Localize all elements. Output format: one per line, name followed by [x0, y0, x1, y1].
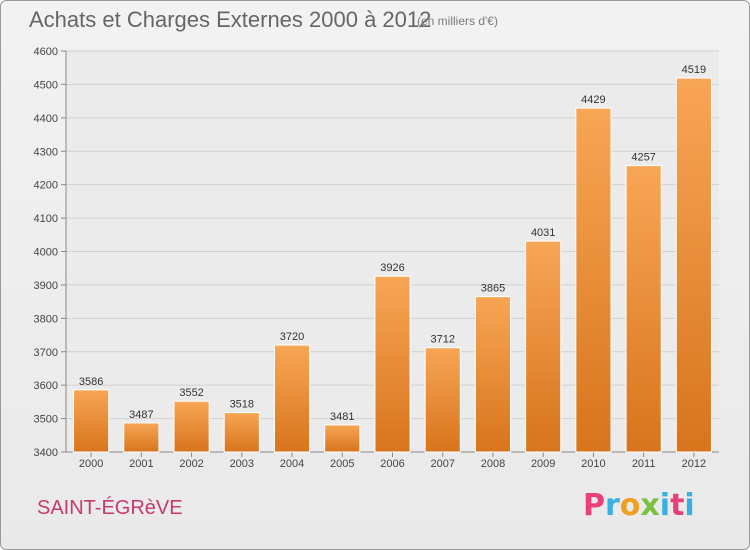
bar-2001: [123, 422, 160, 453]
bar-group: [424, 347, 461, 453]
bar-group: [123, 422, 160, 453]
x-tick-label: 2011: [632, 458, 656, 470]
bar-group: [575, 107, 612, 453]
commune-name: SAINT-ÉGRèVE: [37, 497, 183, 519]
y-tick-label: 3600: [34, 380, 58, 392]
x-tick-label: 2010: [581, 458, 605, 470]
x-tick-label: 2007: [430, 458, 454, 470]
bar-group: [525, 240, 562, 453]
bar-group: [173, 400, 210, 453]
y-tick-label: 4600: [34, 46, 58, 58]
x-tick-label: 2012: [682, 458, 706, 470]
brand-letter: i: [659, 488, 671, 523]
y-tick-label: 3800: [34, 313, 58, 325]
y-tick-label: 4000: [34, 247, 58, 259]
brand-letter: o: [619, 488, 641, 523]
y-tick-label: 4200: [34, 180, 58, 192]
bar-2011: [625, 165, 662, 453]
bar-2000: [73, 389, 110, 453]
bar-2003: [223, 412, 260, 453]
value-label: 3712: [430, 334, 454, 346]
chart-subtitle: (en milliers d'€): [417, 14, 498, 28]
y-tick-label: 4400: [34, 113, 58, 125]
value-label: 4031: [531, 227, 555, 239]
value-label: 4429: [581, 94, 605, 106]
bar-2010: [575, 107, 612, 453]
proxiti-logo[interactable]: Proxiti: [583, 488, 695, 523]
bar-group: [324, 424, 361, 453]
y-tick-label: 3700: [34, 347, 58, 359]
bar-group: [223, 412, 260, 453]
y-tick-label: 3500: [34, 414, 58, 426]
value-label: 3487: [129, 409, 153, 421]
value-label: 4519: [682, 64, 706, 76]
x-tick-label: 2001: [129, 458, 153, 470]
chart-title: Achats et Charges Externes 2000 à 2012: [29, 7, 432, 32]
bar-2008: [474, 296, 512, 453]
bar-group: [474, 296, 512, 453]
y-tick-label: 4100: [34, 213, 58, 225]
y-tick-label: 4300: [34, 146, 58, 158]
bar-2012: [675, 77, 712, 453]
value-label: 3926: [380, 262, 404, 274]
y-tick-label: 4500: [34, 79, 58, 91]
bar-2007: [424, 347, 461, 453]
bar-group: [73, 389, 110, 453]
x-tick-label: 2005: [330, 458, 354, 470]
brand-letter: x: [640, 488, 660, 523]
value-label: 3865: [481, 283, 505, 295]
value-label: 3481: [330, 411, 354, 423]
x-tick-label: 2002: [179, 458, 203, 470]
brand-letter: r: [605, 488, 620, 523]
x-tick-label: 2003: [230, 458, 254, 470]
bar-group: [675, 77, 712, 453]
bar-2006: [374, 275, 411, 453]
x-tick-label: 2009: [531, 458, 555, 470]
value-label: 3720: [280, 331, 304, 343]
bar-group: [625, 165, 662, 453]
x-tick-label: 2008: [481, 458, 505, 470]
bar-2004: [273, 344, 311, 453]
value-label: 3518: [230, 399, 254, 411]
value-label: 3586: [79, 376, 103, 388]
bar-group: [374, 275, 411, 453]
x-tick-label: 2000: [79, 458, 103, 470]
brand-letter: i: [684, 488, 695, 523]
bar-2009: [525, 240, 562, 453]
brand-letter: t: [670, 488, 685, 523]
bar-layer: [73, 77, 712, 453]
bar-group: [273, 344, 311, 453]
label-layer: 3400 3500 3600 3700 3800 3900 4000 4100 4200 4300…: [34, 46, 707, 470]
bar-2002: [173, 400, 210, 453]
x-tick-label: 2004: [280, 458, 304, 470]
value-label: 3552: [179, 387, 203, 399]
y-tick-label: 3400: [34, 447, 58, 459]
y-tick-label: 3900: [34, 280, 58, 292]
bar-2005: [324, 424, 361, 453]
x-tick-label: 2006: [380, 458, 404, 470]
brand-letter: P: [583, 488, 605, 523]
value-label: 4257: [631, 152, 655, 164]
